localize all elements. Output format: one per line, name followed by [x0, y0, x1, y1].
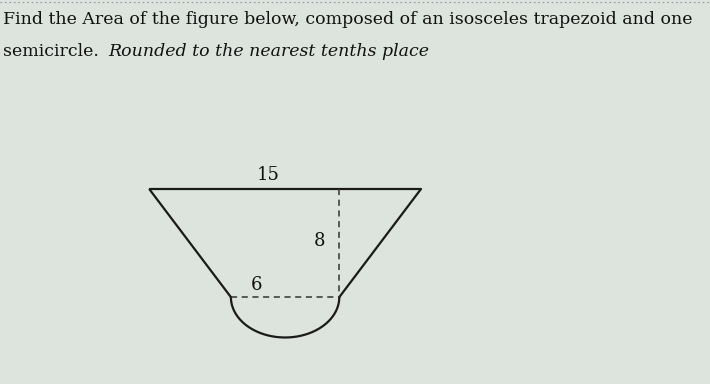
Text: 6: 6 [251, 276, 263, 294]
Text: Find the Area of the figure below, composed of an isosceles trapezoid and one: Find the Area of the figure below, compo… [4, 11, 693, 28]
Text: Rounded to the nearest tenths place: Rounded to the nearest tenths place [109, 43, 430, 60]
Text: semicircle.: semicircle. [4, 43, 104, 60]
Text: 8: 8 [314, 232, 325, 250]
Text: 15: 15 [257, 166, 280, 184]
